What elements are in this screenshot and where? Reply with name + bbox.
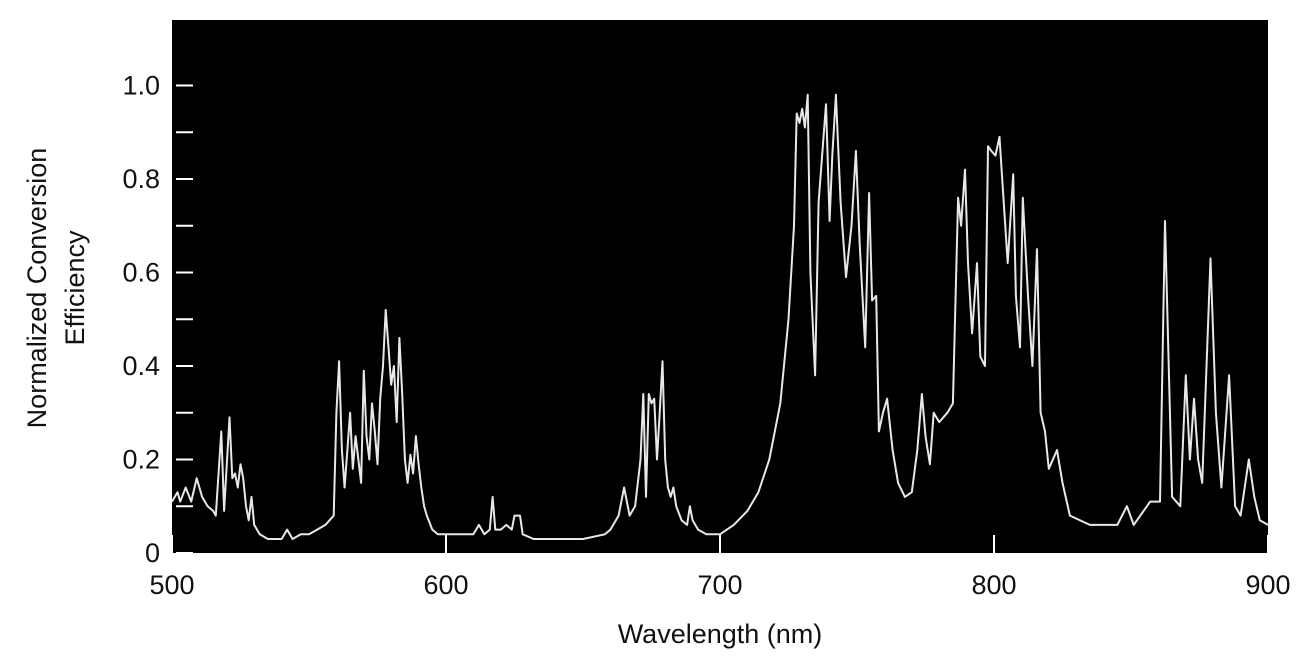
y-tick-label: 1.0	[122, 70, 160, 100]
y-tick-label: 0.8	[122, 164, 160, 194]
x-tick-label: 700	[697, 570, 742, 600]
y-tick-label: 0.4	[122, 351, 160, 381]
x-tick-label: 800	[971, 570, 1016, 600]
spectrum-line	[171, 93, 1269, 540]
y-tick-label: 0	[145, 538, 160, 568]
x-tick-label: 900	[1245, 570, 1290, 600]
y-axis-label: Normalized Conversion	[22, 148, 52, 429]
x-tick-label: 600	[423, 570, 468, 600]
y-tick-label: 0.2	[122, 444, 160, 474]
y-axis-label: Efficiency	[60, 230, 90, 346]
y-tick-label: 0.6	[122, 257, 160, 287]
x-tick-label: 500	[149, 570, 194, 600]
x-axis-label: Wavelength (nm)	[618, 619, 823, 649]
plot-area	[172, 20, 1268, 553]
